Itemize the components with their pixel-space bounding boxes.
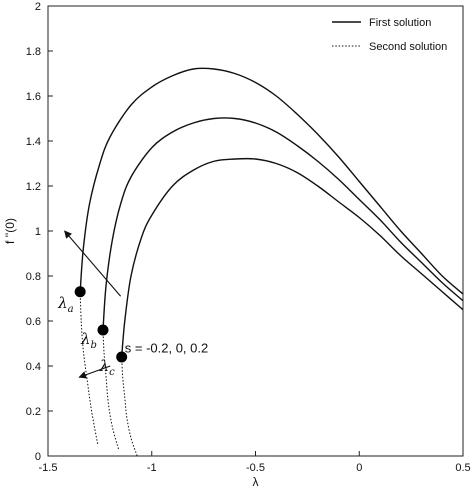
critical-point: [116, 351, 128, 363]
parameter-annotation: s = -0.2, 0, 0.2: [125, 341, 208, 356]
critical-point-subscript: b: [91, 340, 97, 351]
arrow: [78, 365, 111, 379]
x-tick-label: 0.5: [455, 462, 470, 474]
first-solution-line: [102, 117, 464, 331]
y-tick-label: 2: [35, 1, 41, 13]
legend-label: Second solution: [369, 41, 447, 53]
critical-point-lambda: λ: [57, 294, 68, 312]
series-group: [79, 67, 464, 457]
y-tick-label: 1.4: [26, 136, 41, 148]
critical-point-lambda: λ: [99, 357, 110, 375]
y-tick-label: 0.4: [26, 361, 41, 373]
critical-point-label: λb: [80, 330, 97, 351]
first-solution-line: [120, 157, 464, 358]
arrows: [64, 230, 122, 379]
second-solution-line: [102, 329, 120, 450]
y-tick-label: 1.2: [26, 181, 41, 193]
y-tick-label: 0.2: [26, 406, 41, 418]
critical-point: [97, 324, 109, 336]
x-tick-label: -1: [147, 462, 157, 474]
y-tick-label: 1: [35, 226, 41, 238]
y-tick-label: 1.6: [26, 91, 41, 103]
critical-point-subscript: a: [68, 304, 74, 315]
critical-point: [74, 286, 86, 298]
y-tick-label: 0: [35, 451, 41, 463]
critical-point-lambda: λ: [80, 330, 91, 348]
arrow: [64, 230, 122, 297]
y-tick-label: 0.6: [26, 316, 41, 328]
x-tick-label: -0.5: [246, 462, 265, 474]
second-solution-line: [121, 356, 138, 457]
y-axis-label: f ''(0): [3, 218, 17, 244]
x-tick-label: -1.5: [39, 462, 58, 474]
y-tick-label: 0.8: [26, 271, 41, 283]
annotations: s = -0.2, 0, 0.2: [125, 341, 208, 356]
axes: 0 0.2 0.4 0.6 0.8 1 1.2 1.4 1.6 1.8 2 -1.5 -1 -0.5 0 0.…: [3, 1, 471, 489]
y-tick-label: 1.8: [26, 46, 41, 58]
critical-point-label: λa: [57, 294, 74, 315]
critical-point-subscript: c: [109, 367, 115, 378]
x-tick-label: 0: [356, 462, 362, 474]
legend-label: First solution: [369, 17, 431, 29]
x-axis-label: λ: [253, 475, 259, 489]
first-solution-line: [79, 67, 464, 295]
second-solution-line: [79, 291, 99, 445]
critical-point-label: λc: [99, 357, 116, 378]
legend: First solution Second solution: [332, 17, 447, 53]
